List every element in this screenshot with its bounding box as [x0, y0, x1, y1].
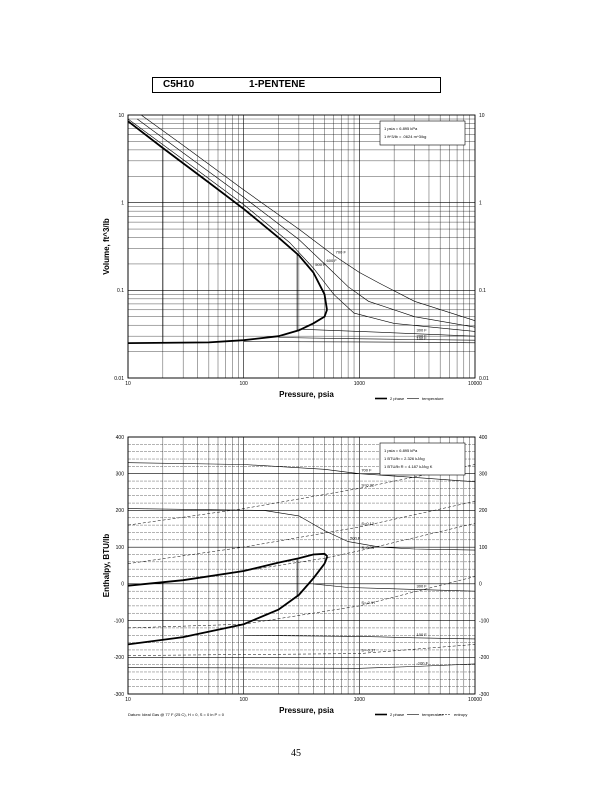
isotherm-line [141, 114, 476, 321]
y-right-tick-label: 400 [479, 435, 488, 441]
conversion-note: 1 psia = 6.895 kPa [384, 448, 418, 453]
saturated-vapor-curve [127, 552, 328, 587]
isotherm-label: 200 F [417, 333, 428, 338]
entropy-line [127, 464, 476, 526]
isotherm-label: 500 F [350, 536, 361, 541]
saturated-vapor-curve [127, 120, 328, 310]
isotherm-line [278, 337, 476, 341]
entropy-label: S=0.12 [361, 521, 375, 526]
saturated-liquid-curve [127, 309, 328, 344]
x-tick-label: 1000 [354, 697, 365, 703]
entropy-label: S=0.22 [361, 482, 375, 487]
x-tick-label: 10000 [468, 697, 482, 703]
y-right-tick-label: 1 [479, 200, 482, 206]
isotherm-line [127, 663, 476, 669]
legend-label: 2 phase [390, 396, 405, 401]
x-axis-title: Pressure, psia [279, 390, 334, 399]
y-tick-label: 300 [116, 472, 125, 478]
legend-label: entropy [454, 712, 467, 717]
isotherm-label: 700 F [361, 468, 372, 473]
isotherm-line [298, 328, 476, 337]
y-right-tick-label: 300 [479, 472, 488, 478]
conversion-note: 1 BTU/lb = 2.326 kJ/kg [384, 456, 425, 461]
x-tick-label: 100 [239, 381, 248, 387]
y-tick-label: 100 [116, 545, 125, 551]
y-tick-label: -300 [114, 692, 124, 698]
y-tick-label: 0.1 [117, 288, 124, 294]
y-tick-label: 0.01 [114, 376, 124, 382]
plot-frame [127, 436, 476, 695]
y-right-tick-label: 0 [479, 582, 482, 588]
conversion-note-box [379, 120, 466, 146]
y-right-tick-label: -200 [479, 655, 489, 661]
y-tick-label: -100 [114, 618, 124, 624]
saturated-liquid-curve [127, 555, 329, 646]
y-axis-title: Volume, ft^3/lb [102, 218, 111, 275]
entropy-line [127, 644, 476, 656]
x-tick-label: 10000 [468, 381, 482, 387]
isotherm-line [127, 508, 476, 551]
x-tick-label: 10 [125, 381, 131, 387]
isotherm-line [243, 341, 476, 344]
compound-name: 1-PENTENE [249, 79, 306, 90]
entropy-label: S=-0.37 [361, 648, 376, 653]
y-tick-label: 0 [121, 582, 124, 588]
y-axis-title: Enthalpy, BTU/lb [102, 534, 111, 598]
conversion-note: 1 ft^3/lb = .0624 m^3/kg [384, 134, 426, 139]
y-right-tick-label: -100 [479, 618, 489, 624]
datum-footnote: Datum: Ideal Gas @ 77 F (25 C), H = 0, S… [128, 712, 225, 717]
isotherm-label: -100 F [417, 660, 429, 665]
y-right-tick-label: 10 [479, 113, 485, 119]
y-tick-label: 1 [121, 200, 124, 206]
isotherm-label: 100 F [417, 632, 428, 637]
y-tick-label: -200 [114, 655, 124, 661]
legend-label: temperature [422, 396, 444, 401]
legend-label: temperature [422, 712, 444, 717]
isotherm-line [127, 462, 476, 483]
y-right-tick-label: -300 [479, 692, 489, 698]
x-tick-label: 1000 [354, 381, 365, 387]
isotherm-label: 700 F [336, 249, 347, 254]
page-number: 45 [291, 748, 301, 759]
x-tick-label: 100 [239, 697, 248, 703]
x-axis-title: Pressure, psia [279, 706, 334, 715]
entropy-label: S=-0.17 [361, 600, 376, 605]
isotherm-label: 600 F [327, 258, 338, 263]
y-right-tick-label: 0.1 [479, 288, 486, 294]
entropy-line [127, 576, 476, 629]
conversion-note: 1 psia = 6.895 kPa [384, 126, 418, 131]
plot-frame [127, 114, 476, 379]
legend-label: 2 phase [390, 712, 405, 717]
isotherm-line [243, 635, 476, 640]
entropy-line [127, 501, 476, 564]
y-right-tick-label: 100 [479, 545, 488, 551]
conversion-note: 1 BTU/lb R = 4.187 kJ/kg K [384, 464, 433, 469]
isotherm-label: 300 F [417, 328, 428, 333]
isotherm-label: 500 F [315, 262, 326, 267]
isotherm-line [127, 118, 476, 332]
x-tick-label: 10 [125, 697, 131, 703]
y-tick-label: 10 [118, 113, 124, 119]
isotherm-line [313, 583, 476, 592]
isotherm-label: 100 F [417, 336, 428, 341]
isotherm-label: 300 F [417, 583, 428, 588]
entropy-line [243, 523, 476, 572]
y-right-tick-label: 0.01 [479, 376, 489, 382]
isotherm-line [137, 118, 476, 328]
conversion-note-box [379, 442, 466, 476]
y-right-tick-label: 200 [479, 508, 488, 514]
chemical-formula: C5H10 [163, 79, 195, 90]
y-tick-label: 200 [116, 508, 125, 514]
entropy-label: S=0.03 [361, 545, 375, 550]
y-tick-label: 400 [116, 435, 125, 441]
title-box: C5H10 1-PENTENE [152, 77, 441, 93]
